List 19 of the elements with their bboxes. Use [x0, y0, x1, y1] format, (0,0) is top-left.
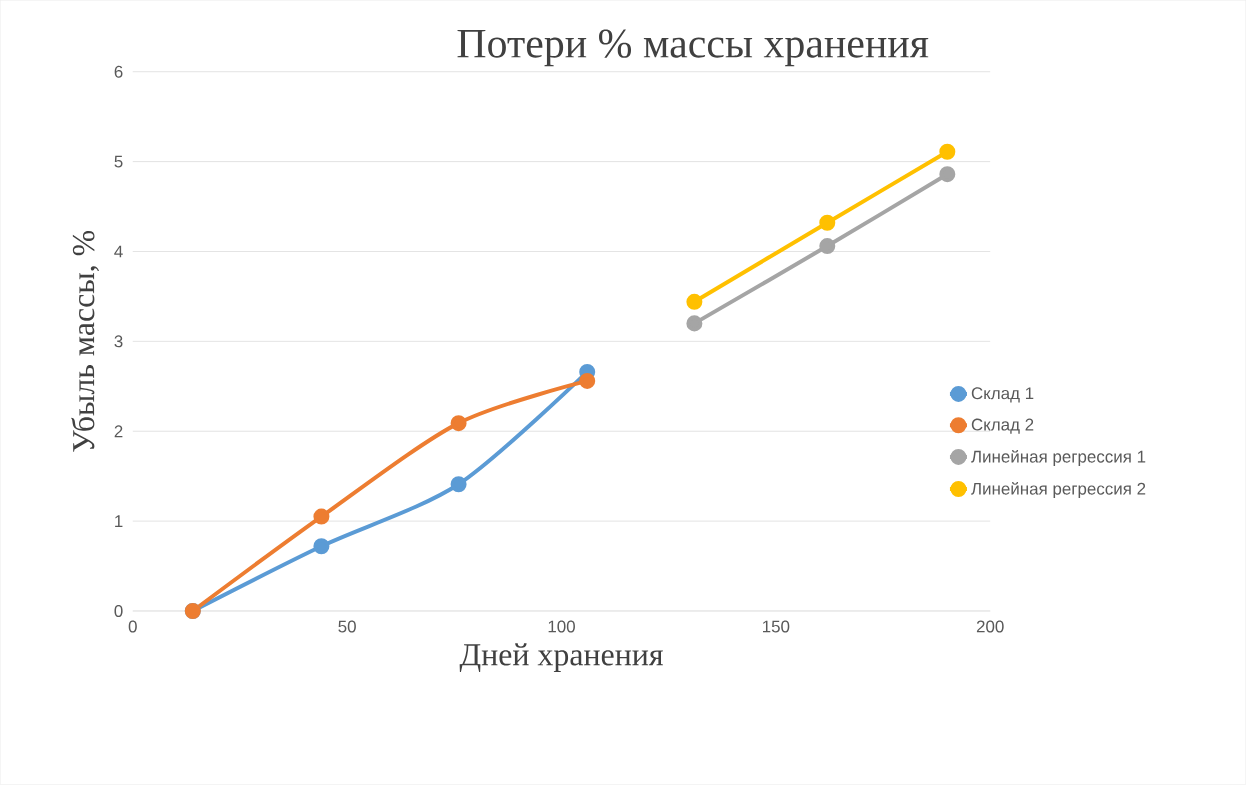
- y-tick-label: 0: [114, 605, 123, 618]
- y-tick-label: 5: [114, 155, 123, 168]
- y-tick-label: 6: [114, 65, 123, 78]
- legend-label: Линейная регрессия 1: [971, 450, 1146, 467]
- chart-title: Потери % массы хранения: [457, 29, 929, 67]
- y-tick-label: 4: [114, 245, 123, 258]
- x-axis-title: Дней хранения: [459, 643, 663, 673]
- y-axis-title: Убыль массы, %: [71, 231, 99, 452]
- legend-label: Склад 2: [971, 418, 1034, 434]
- x-tick-label: 0: [128, 620, 137, 633]
- legend-label: Склад 1: [971, 387, 1034, 403]
- y-tick-label: 3: [114, 335, 123, 348]
- x-tick-label: 100: [548, 620, 575, 633]
- legend-label: Линейная регрессия 2: [971, 482, 1146, 499]
- y-tick-label: 2: [114, 425, 123, 438]
- y-tick-label: 1: [115, 515, 123, 528]
- x-tick-label: 150: [763, 620, 790, 633]
- x-tick-label: 50: [338, 620, 356, 633]
- x-tick-label: 200: [976, 620, 1004, 633]
